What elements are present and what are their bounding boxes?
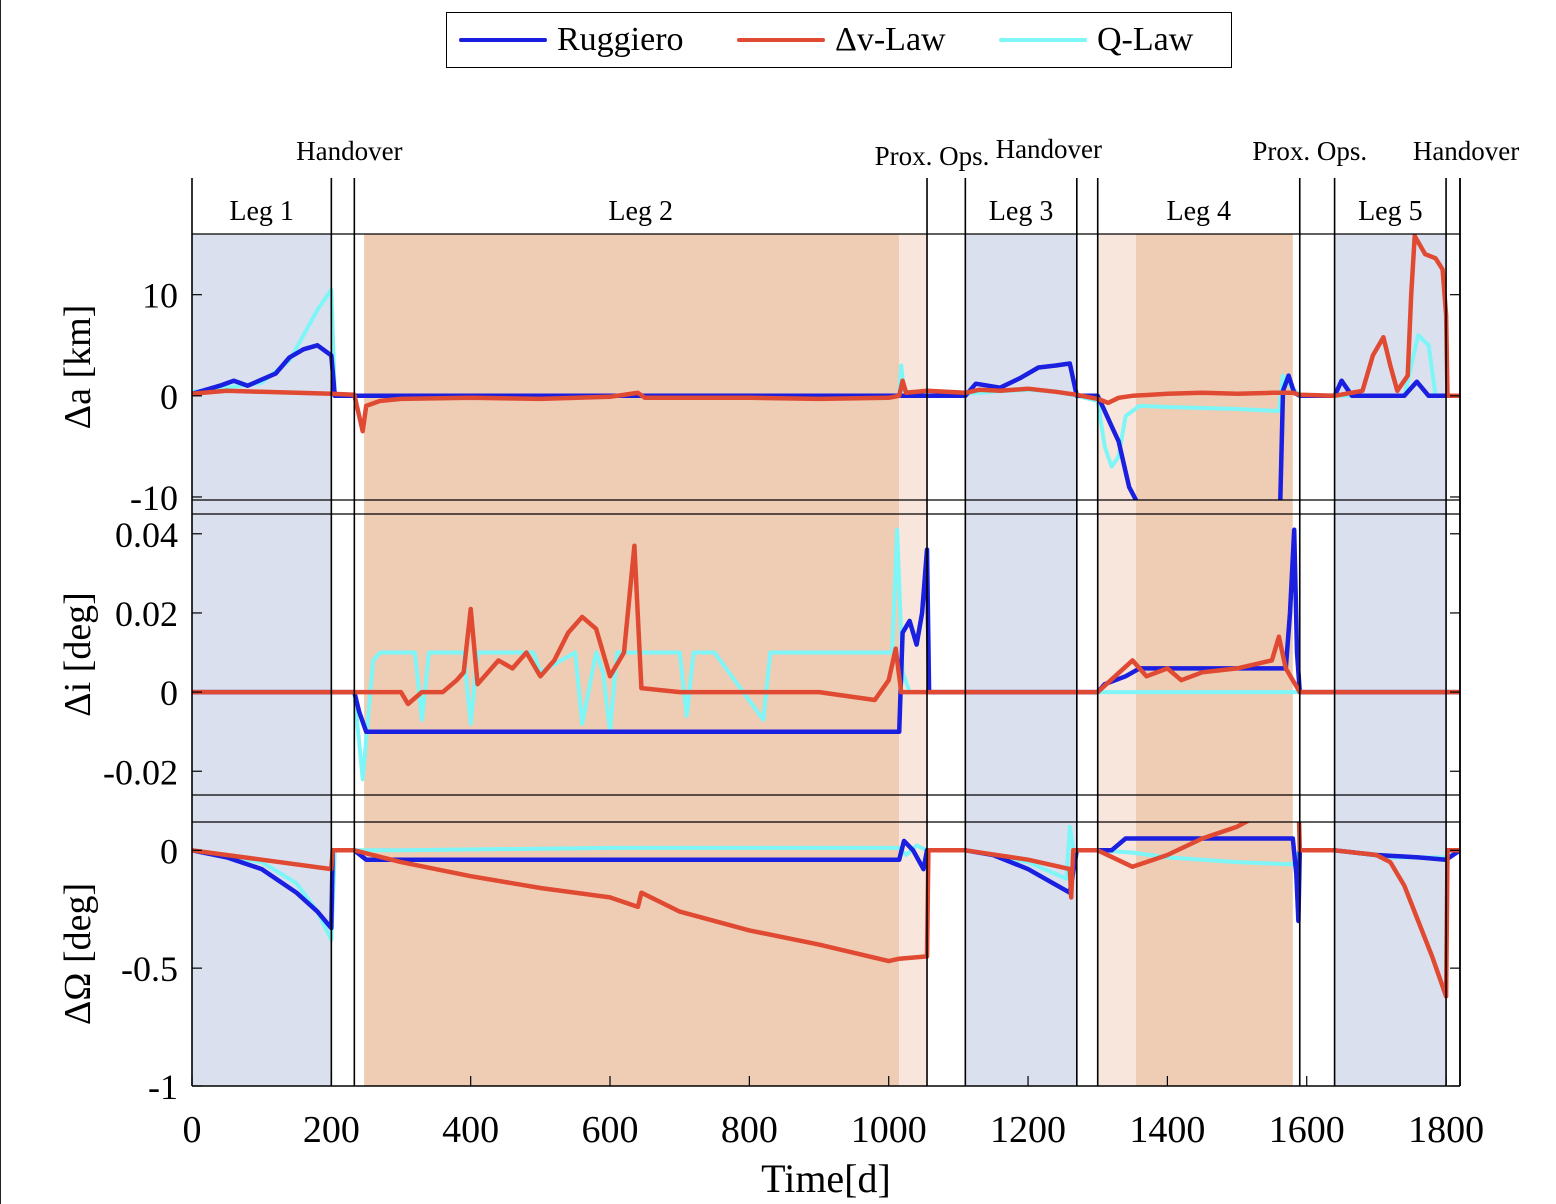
phase-shading-layer bbox=[192, 234, 1447, 1086]
y-tick-label-1-1: 0.02 bbox=[115, 594, 178, 634]
page-left-edge bbox=[0, 0, 1, 1204]
series-line-ruggiero-panel-0-1 bbox=[1278, 373, 1449, 500]
legend-swatch-q-law bbox=[999, 38, 1087, 42]
phase-label-2: Leg 2 bbox=[608, 196, 673, 227]
phase-label-7: Prox. Ops. bbox=[1252, 136, 1367, 166]
series-line-vlaw-panel-1-0 bbox=[192, 543, 1460, 707]
series-line-vlaw-panel-2-0 bbox=[192, 822, 1460, 999]
x-tick-label-4: 800 bbox=[721, 1109, 778, 1151]
phase-label-0: Leg 1 bbox=[229, 196, 294, 227]
legend: Ruggiero Δv-Law Q-Law bbox=[446, 12, 1232, 68]
y-tick-label-0-0: 10 bbox=[142, 276, 178, 316]
y-tick-label-2-0: 0 bbox=[160, 831, 178, 871]
panel-1-series bbox=[192, 527, 1460, 782]
y-tick-label-1-3: -0.02 bbox=[103, 752, 178, 792]
y-axis-label-0: Δa [km] bbox=[57, 305, 99, 430]
x-axis-label: Time[d] bbox=[761, 1156, 891, 1201]
legend-entry-q-law: Q-Law bbox=[999, 20, 1193, 60]
legend-label-ruggiero: Ruggiero bbox=[557, 21, 684, 58]
legend-entry-ruggiero: Ruggiero bbox=[459, 20, 684, 60]
x-tick-label-2: 400 bbox=[442, 1109, 499, 1151]
y-axis-label-2: ΔΩ [deg] bbox=[57, 883, 99, 1025]
series-line-vlaw-panel-0-0 bbox=[192, 234, 1460, 434]
y-tick-label-1-0: 0.04 bbox=[115, 515, 178, 555]
x-tick-label-1: 200 bbox=[303, 1109, 360, 1151]
y-tick-label-2-1: -0.5 bbox=[121, 949, 178, 989]
shaded-region-0 bbox=[192, 234, 332, 1086]
legend-swatch-ruggiero bbox=[459, 38, 547, 42]
phase-label-6: Leg 4 bbox=[1166, 196, 1231, 227]
legend-label-dv-law: Δv-Law bbox=[835, 21, 946, 58]
phase-label-5: Handover bbox=[996, 134, 1102, 164]
x-tick-label-3: 600 bbox=[582, 1109, 639, 1151]
y-tick-label-0-2: -10 bbox=[130, 478, 178, 518]
x-tick-label-0: 0 bbox=[183, 1109, 202, 1151]
shaded-region-3 bbox=[965, 234, 1077, 1086]
x-tick-label-9: 1800 bbox=[1408, 1109, 1484, 1151]
legend-swatch-dv-law bbox=[737, 38, 825, 42]
y-axis-label-1: Δi [deg] bbox=[57, 592, 99, 717]
x-tick-label-8: 1600 bbox=[1269, 1109, 1345, 1151]
series-line-ruggiero-panel-1-0 bbox=[192, 527, 1460, 734]
phase-label-1: Handover bbox=[296, 136, 402, 166]
phase-label-9: Handover bbox=[1413, 136, 1519, 166]
shaded-region-1 bbox=[364, 234, 900, 1086]
x-tick-label-6: 1200 bbox=[990, 1109, 1066, 1151]
x-tick-label-5: 1000 bbox=[851, 1109, 927, 1151]
y-tick-label-0-1: 0 bbox=[160, 377, 178, 417]
phase-label-8: Leg 5 bbox=[1358, 196, 1423, 227]
phase-label-4: Leg 3 bbox=[989, 196, 1054, 227]
legend-entry-dv-law: Δv-Law bbox=[737, 20, 946, 60]
phase-label-3: Prox. Ops. bbox=[875, 141, 990, 171]
legend-label-q-law: Q-Law bbox=[1097, 21, 1194, 58]
x-tick-label-7: 1400 bbox=[1129, 1109, 1205, 1151]
series-line-qlaw-panel-1-0 bbox=[192, 527, 1460, 782]
y-tick-label-1-2: 0 bbox=[160, 673, 178, 713]
y-tick-label-2-2: -1 bbox=[148, 1067, 178, 1107]
